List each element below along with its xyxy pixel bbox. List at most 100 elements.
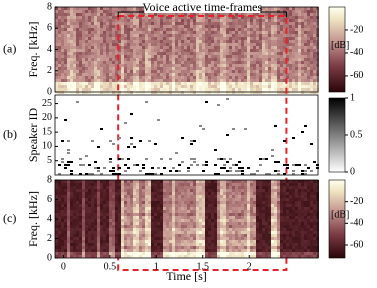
spectrogram-cell <box>58 22 61 25</box>
spectrogram-cell <box>238 186 241 189</box>
spectrogram-cell <box>94 222 97 225</box>
spectrogram-cell <box>79 64 82 67</box>
spectrogram-cell <box>250 183 253 186</box>
spectrogram-cell <box>178 213 181 216</box>
spectrogram-cell <box>196 28 199 31</box>
spectrogram-cell <box>208 28 211 31</box>
spectrogram-cell <box>208 70 211 73</box>
spectrogram-cell <box>67 34 70 37</box>
spectrogram-cell <box>307 219 310 222</box>
spectrogram-cell <box>304 82 307 85</box>
spectrogram-cell <box>166 204 169 207</box>
spectrogram-cell <box>292 82 295 85</box>
spectrogram-cell <box>79 16 82 19</box>
spectrogram-cell <box>310 216 313 219</box>
spectrogram-cell <box>214 37 217 40</box>
spectrogram-cell <box>289 240 292 243</box>
spectrogram-cell <box>100 7 103 10</box>
spectrogram-cell <box>142 40 145 43</box>
spectrogram-cell <box>133 85 136 88</box>
spectrogram-cell <box>142 237 145 240</box>
spectrogram-cell <box>139 34 142 37</box>
spectrogram-cell <box>223 216 226 219</box>
spectrogram-cell <box>268 46 271 49</box>
spectrogram-cell <box>229 204 232 207</box>
spectrogram-cell <box>91 231 94 234</box>
spectrogram-cell <box>280 7 283 10</box>
spectrogram-cell <box>283 186 286 189</box>
spectrogram-cell <box>199 52 202 55</box>
spectrogram-cell <box>301 183 304 186</box>
spectrogram-cell <box>61 219 64 222</box>
spectrogram-cell <box>172 19 175 22</box>
spectrogram-cell <box>94 231 97 234</box>
spectrogram-cell <box>124 207 127 210</box>
spectrogram-cell <box>244 246 247 249</box>
spectrogram-cell <box>298 225 301 228</box>
spectrogram-cell <box>97 67 100 70</box>
spectrogram-cell <box>316 76 319 79</box>
spectrogram-cell <box>160 222 163 225</box>
spectrogram-cell <box>67 25 70 28</box>
spectrogram-cell <box>79 88 82 91</box>
spectrogram-cell <box>103 40 106 43</box>
spectrogram-cell <box>262 37 265 40</box>
spectrogram-cell <box>91 219 94 222</box>
spectrogram-cell <box>283 192 286 195</box>
spectrogram-cell <box>133 234 136 237</box>
spectrogram-cell <box>82 210 85 213</box>
spectrogram-cell <box>283 204 286 207</box>
spectrogram-cell <box>211 195 214 198</box>
spectrogram-cell <box>154 85 157 88</box>
spectrogram-cell <box>148 52 151 55</box>
spectrogram-cell <box>154 70 157 73</box>
spectrogram-cell <box>298 240 301 243</box>
spectrogram-cell <box>244 37 247 40</box>
spectrogram-cell <box>100 225 103 228</box>
spectrogram-cell <box>268 180 271 183</box>
spectrogram-cell <box>274 246 277 249</box>
spectrogram-cell <box>91 201 94 204</box>
spectrogram-cell <box>76 61 79 64</box>
spectrogram-cell <box>199 228 202 231</box>
spectrogram-cell <box>241 180 244 183</box>
speaker-cell <box>64 164 67 166</box>
spectrogram-cell <box>274 231 277 234</box>
spectrogram-cell <box>67 28 70 31</box>
spectrogram-cell <box>79 213 82 216</box>
spectrogram-cell <box>223 76 226 79</box>
spectrogram-cell <box>73 10 76 13</box>
spectrogram-cell <box>136 189 139 192</box>
spectrogram-cell <box>244 64 247 67</box>
spectrogram-cell <box>274 70 277 73</box>
spectrogram-cell <box>154 37 157 40</box>
spectrogram-cell <box>67 204 70 207</box>
spectrogram-cell <box>112 192 115 195</box>
spectrogram-cell <box>220 46 223 49</box>
spectrogram-cell <box>292 46 295 49</box>
spectrogram-cell <box>67 192 70 195</box>
spectrogram-cell <box>118 40 121 43</box>
spectrogram-cell <box>313 82 316 85</box>
spectrogram-cell <box>229 64 232 67</box>
spectrogram-cell <box>301 255 304 258</box>
spectrogram-cell <box>76 76 79 79</box>
spectrogram-cell <box>88 222 91 225</box>
spectrogram-cell <box>280 28 283 31</box>
spectrogram-cell <box>145 189 148 192</box>
spectrogram-cell <box>211 192 214 195</box>
spectrogram-cell <box>121 249 124 252</box>
spectrogram-cell <box>223 198 226 201</box>
spectrogram-cell <box>121 222 124 225</box>
spectrogram-cell <box>142 204 145 207</box>
spectrogram-cell <box>91 43 94 46</box>
y-tick-label: 5 <box>47 155 52 166</box>
spectrogram-cell <box>253 58 256 61</box>
spectrogram-cell <box>154 25 157 28</box>
spectrogram-cell <box>304 10 307 13</box>
spectrogram-cell <box>184 237 187 240</box>
spectrogram-cell <box>268 31 271 34</box>
spectrogram-cell <box>181 252 184 255</box>
spectrogram-cell <box>214 73 217 76</box>
spectrogram-cell <box>274 22 277 25</box>
